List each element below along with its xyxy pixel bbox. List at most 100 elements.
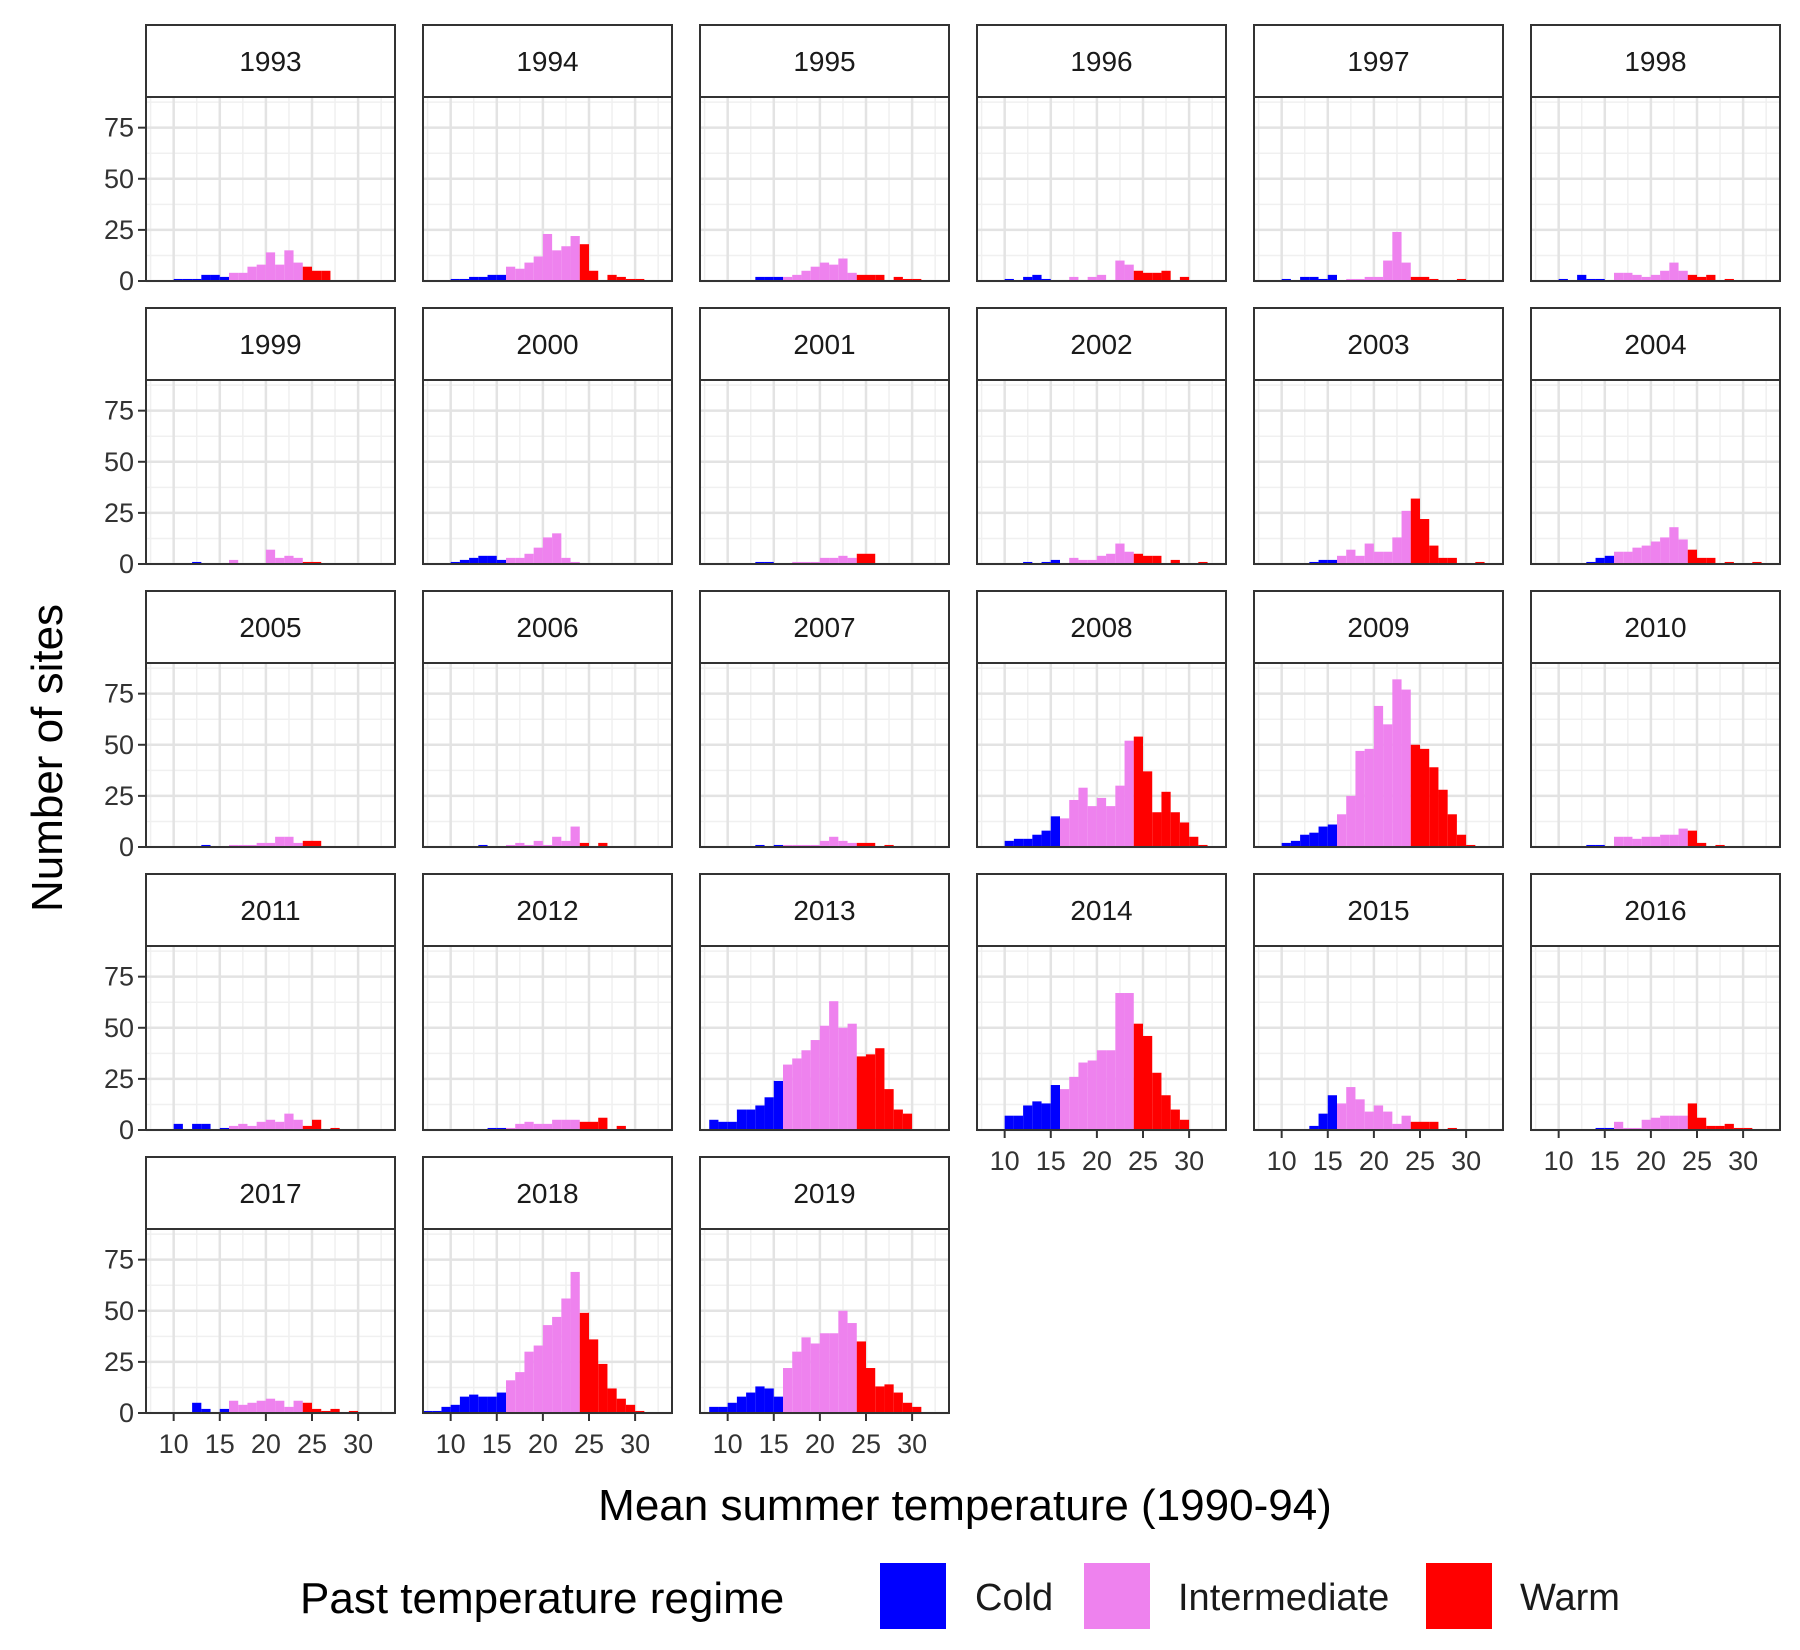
histogram-bar: [441, 1406, 451, 1413]
histogram-bars: [1595, 1103, 1753, 1130]
histogram-bar: [1401, 1115, 1411, 1130]
histogram-bar: [1364, 276, 1374, 281]
histogram-bar: [884, 1384, 894, 1413]
x-tick-label: 20: [805, 1429, 835, 1459]
histogram-bar: [1300, 834, 1310, 847]
facet-panel-1997: 1997: [1253, 24, 1504, 283]
y-tick-label: 0: [119, 832, 134, 862]
histogram-bar: [1004, 278, 1014, 281]
x-tick-label: 15: [1590, 1146, 1620, 1176]
facet-strip: [976, 590, 1227, 664]
panel-border: [422, 96, 673, 282]
histogram-bars: [755, 258, 922, 281]
histogram-bar: [284, 1406, 294, 1413]
histogram-bar: [1373, 551, 1384, 564]
histogram-bar: [1346, 278, 1356, 281]
y-axis: 0 25 50 75: [104, 1245, 146, 1428]
histogram-bar: [1392, 1123, 1402, 1130]
y-tick-label: 25: [104, 498, 134, 528]
panel-border: [976, 662, 1227, 848]
histogram-bar: [229, 844, 239, 847]
histogram-bar: [1124, 740, 1134, 847]
histogram-bar: [284, 555, 294, 564]
histogram-bar: [1041, 561, 1051, 564]
histogram-bar: [1466, 844, 1476, 847]
histogram-bar: [192, 1123, 202, 1130]
x-tick-label: 20: [1082, 1146, 1112, 1176]
histogram-bar: [1577, 274, 1587, 281]
histogram-bar: [1170, 559, 1180, 564]
histogram-bar: [302, 840, 312, 847]
histogram-bar: [496, 274, 506, 281]
facet-panel-2006: 2006: [422, 590, 673, 849]
histogram-bar: [1170, 1109, 1180, 1130]
panel-border: [145, 662, 396, 848]
facet-panel-1994: 1994: [422, 24, 673, 283]
histogram-bars: [1558, 262, 1734, 281]
histogram-bar: [1170, 812, 1180, 847]
histogram-bar: [1623, 272, 1633, 281]
histogram-bar: [478, 276, 488, 281]
histogram-bar: [321, 270, 331, 281]
x-tick-label: 15: [759, 1429, 789, 1459]
histogram-bar: [1143, 272, 1153, 281]
histogram-bar: [561, 1119, 571, 1130]
histogram-bar: [524, 1121, 534, 1130]
histogram-bar: [1087, 276, 1097, 281]
histogram-bar: [469, 557, 479, 564]
histogram-bar: [1152, 1072, 1162, 1130]
histogram-bar: [884, 1089, 894, 1130]
histogram-bar: [875, 274, 885, 281]
histogram-bar: [736, 1396, 747, 1413]
histogram-bar: [201, 1408, 211, 1413]
histogram-bar: [1300, 276, 1310, 281]
panel-border: [422, 379, 673, 565]
histogram-bars: [1281, 679, 1476, 847]
panel-border: [145, 1228, 396, 1414]
histogram-bar: [275, 1400, 285, 1413]
histogram-bar: [1669, 527, 1679, 564]
panel-border: [145, 945, 396, 1131]
histogram-bar: [736, 1109, 747, 1130]
facet-panel-2018: 2018 10 15 20 25 30: [422, 1156, 673, 1459]
histogram-bar: [829, 1001, 839, 1130]
histogram-bar: [247, 844, 257, 847]
facet-strip: [699, 1156, 950, 1230]
histogram-bars: [423, 1271, 645, 1413]
histogram-bar: [773, 276, 783, 281]
histogram-bars: [1281, 231, 1467, 281]
histogram-bar: [598, 1363, 608, 1413]
histogram-bar: [801, 844, 811, 847]
histogram-bar: [1337, 555, 1347, 564]
panel-border: [1530, 379, 1781, 565]
histogram-bar: [1641, 1119, 1651, 1130]
histogram-bar: [496, 1392, 506, 1413]
facet-strip-label: 1998: [1624, 46, 1686, 77]
y-axis: 0 25 50 75: [104, 679, 146, 862]
histogram-bar: [1697, 276, 1707, 281]
x-axis: 10 15 20 25 30: [713, 1413, 927, 1459]
legend-swatch-warm: [1426, 1563, 1492, 1629]
facet-strip: [699, 873, 950, 947]
facet-strip-label: 2005: [239, 612, 301, 643]
facet-strip-label: 2003: [1347, 329, 1409, 360]
histogram-bar: [330, 1408, 340, 1413]
histogram-bar: [192, 561, 202, 564]
histogram-bar: [293, 1119, 303, 1130]
y-tick-label: 25: [104, 1064, 134, 1094]
panel-border: [1530, 945, 1781, 1131]
histogram-bar: [570, 561, 580, 564]
histogram-bar: [801, 1337, 811, 1413]
facet-strip: [145, 24, 396, 98]
facet-strip: [1253, 873, 1504, 947]
histogram-bar: [1632, 838, 1642, 847]
histogram-bar: [238, 272, 248, 281]
histogram-bar: [1687, 549, 1697, 564]
histogram-bar: [607, 1388, 617, 1413]
histogram-bar: [1069, 799, 1079, 847]
grid-lines: [1531, 946, 1780, 1132]
histogram-bar: [1410, 276, 1420, 281]
histogram-bar: [792, 1351, 802, 1413]
histogram-bar: [1614, 1121, 1624, 1130]
grid-lines: [1254, 380, 1503, 566]
